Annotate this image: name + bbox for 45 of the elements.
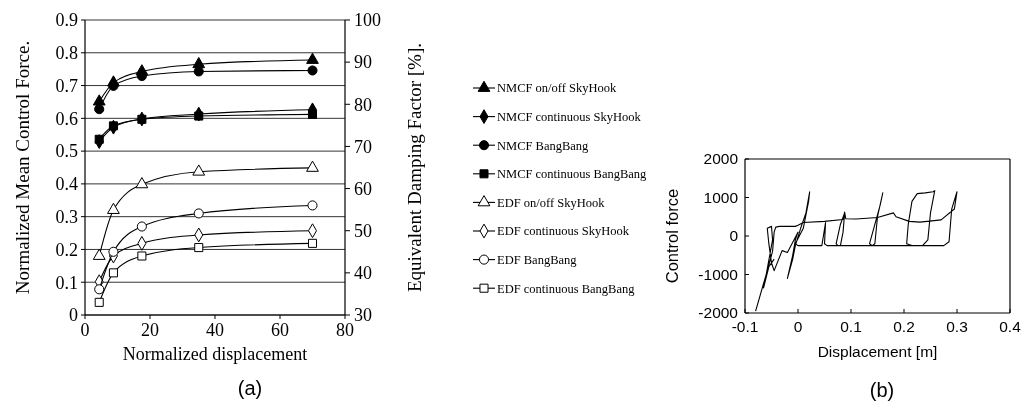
legend-label: NMCF continuous BangBang bbox=[497, 167, 648, 182]
y-tick-label: 0.5 bbox=[55, 141, 78, 162]
y-tick-label: 0.7 bbox=[55, 75, 78, 96]
x-tick-label: 0.1 bbox=[840, 317, 862, 335]
y-tick-label: 0 bbox=[729, 227, 739, 245]
x-axis-title: Displacement [m] bbox=[817, 343, 938, 360]
y2-tick-label: 90 bbox=[354, 52, 372, 73]
y2-tick-label: 60 bbox=[354, 178, 372, 199]
x-tick-label: 0.4 bbox=[999, 317, 1022, 335]
y-tick-label: 0.1 bbox=[55, 272, 78, 293]
y2-tick-label: 80 bbox=[354, 94, 372, 115]
y-tick-label: 0.9 bbox=[55, 10, 78, 31]
y2-tick-label: 100 bbox=[354, 10, 381, 31]
legend-label: EDF continuous SkyHook bbox=[497, 224, 630, 239]
legend-label: NMCF continuous SkyHook bbox=[497, 109, 642, 124]
y-axis-title: Normalized Mean Control Force. bbox=[11, 40, 33, 295]
legend-label: EDF on/off SkyHook bbox=[497, 195, 606, 210]
y-tick-label: 2000 bbox=[703, 150, 739, 168]
y2-axis-title: Equivalent Damping Factor [%]. bbox=[403, 42, 425, 293]
legend-label: NMCF on/off SkyHook bbox=[497, 81, 617, 96]
text: (b) bbox=[869, 379, 895, 401]
x-tick-label: 40 bbox=[206, 320, 224, 340]
y-tick-label: 0.3 bbox=[55, 206, 78, 227]
y-tick-label: 0.8 bbox=[55, 43, 78, 64]
y2-tick-label: 70 bbox=[354, 136, 372, 157]
x-tick-label: 80 bbox=[336, 320, 354, 340]
x-tick-label: 20 bbox=[141, 320, 159, 340]
y-tick-label: 0.2 bbox=[55, 239, 78, 260]
legend-label: EDF BangBang bbox=[497, 252, 578, 267]
legend-label: EDF continuous BangBang bbox=[497, 281, 636, 296]
text: (a) bbox=[237, 377, 263, 399]
y2-tick-label: 40 bbox=[354, 263, 372, 284]
y2-tick-label: 50 bbox=[354, 221, 372, 242]
y-tick-label: 1000 bbox=[703, 188, 739, 206]
y-axis-title: Control force bbox=[662, 188, 681, 284]
legend-label: NMCF BangBang bbox=[497, 138, 590, 153]
y-tick-label: 0.6 bbox=[55, 108, 78, 129]
x-tick-label: 60 bbox=[271, 320, 289, 340]
x-axis-title: Normalized displacement bbox=[122, 344, 308, 364]
x-tick-label: 0.2 bbox=[893, 317, 915, 335]
y-tick-label: 0.4 bbox=[55, 174, 78, 195]
x-tick-label: 0.3 bbox=[946, 317, 968, 335]
x-tick-label: 0 bbox=[793, 317, 803, 335]
y-tick-label: -1000 bbox=[698, 265, 739, 283]
y2-tick-label: 30 bbox=[354, 305, 372, 326]
